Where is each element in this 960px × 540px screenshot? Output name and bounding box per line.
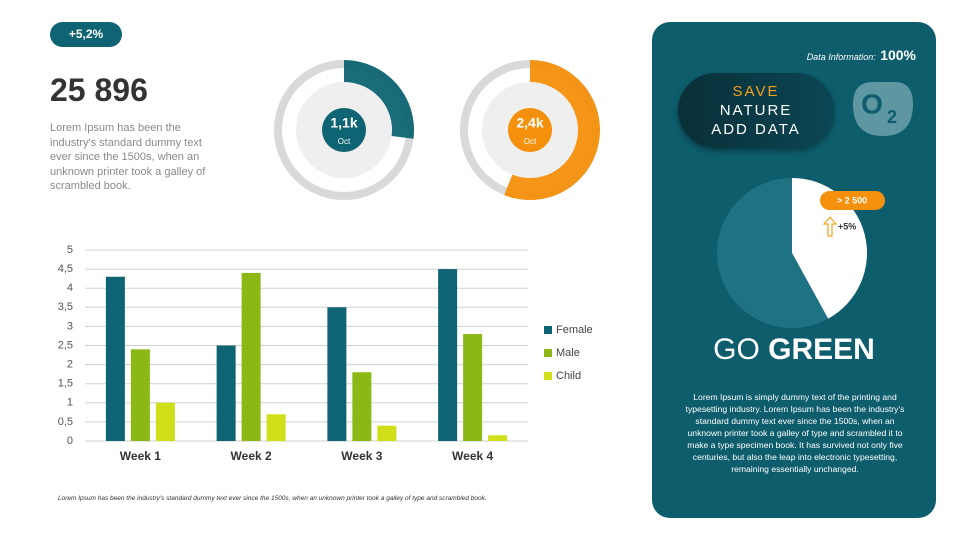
bar xyxy=(130,349,150,441)
o2-icon xyxy=(853,82,913,136)
panel-body: Lorem Ipsum is simply dummy text of the … xyxy=(685,392,905,474)
y-tick-label: 2,5 xyxy=(58,339,73,351)
x-tick-label: Week 3 xyxy=(341,449,382,463)
button-line: ADD DATA xyxy=(711,121,801,138)
footnote: Lorem Ipsum has been the industry's stan… xyxy=(58,495,487,502)
y-tick-label: 0,5 xyxy=(58,416,73,428)
button-line: SAVE xyxy=(732,83,780,100)
y-tick-label: 1 xyxy=(67,397,73,409)
y-tick-label: 4 xyxy=(67,282,73,294)
info-value: 100% xyxy=(880,47,916,63)
bar xyxy=(488,435,508,441)
gauge-label: 1,1k xyxy=(330,115,357,131)
gauge-center xyxy=(322,108,366,152)
data-info: Data Information: 100% xyxy=(770,47,916,65)
x-tick-label: Week 1 xyxy=(120,449,161,463)
bar xyxy=(105,276,125,441)
y-tick-label: 1,5 xyxy=(58,378,73,390)
bar xyxy=(352,372,372,441)
up-arrow xyxy=(822,216,838,237)
gauge-center xyxy=(508,108,552,152)
gauge-sublabel: Oct xyxy=(524,137,537,146)
heading-light: GO xyxy=(713,333,760,366)
legend-swatch xyxy=(544,372,552,380)
pie-badge: > 2 500 xyxy=(837,195,867,205)
x-tick-label: Week 4 xyxy=(452,449,493,463)
bar xyxy=(216,345,236,441)
headline: 25 896 xyxy=(50,72,148,108)
bar xyxy=(155,402,175,441)
legend-label: Male xyxy=(556,347,580,359)
heading: GO GREEN xyxy=(652,333,936,367)
bar xyxy=(377,425,397,441)
y-tick-label: 3,5 xyxy=(58,301,73,313)
y-tick-label: 4,5 xyxy=(58,263,73,275)
heading-bold: GREEN xyxy=(768,333,875,366)
gauge-arc xyxy=(344,60,415,139)
legend-label: Female xyxy=(556,324,593,336)
bar xyxy=(327,307,347,441)
x-tick-label: Week 2 xyxy=(231,449,272,463)
legend-swatch xyxy=(544,349,552,357)
pie-badge-bg xyxy=(820,191,885,210)
badge: +5,2% xyxy=(50,22,122,47)
bar xyxy=(463,334,483,441)
y-tick-label: 3 xyxy=(67,320,73,332)
gauge-sublabel: Oct xyxy=(338,137,351,146)
icon-o: O xyxy=(861,88,883,119)
bar xyxy=(438,269,458,441)
pie-change: +5% xyxy=(838,221,856,231)
y-tick-label: 0 xyxy=(67,435,73,447)
button-line: NATURE xyxy=(719,102,793,119)
bar xyxy=(241,272,261,441)
y-tick-label: 5 xyxy=(67,244,73,256)
legend-swatch xyxy=(544,326,552,334)
info-label: Data Information: xyxy=(806,52,876,62)
y-tick-label: 2 xyxy=(67,359,73,371)
gauge-label: 2,4k xyxy=(516,115,543,131)
icon-sub: 2 xyxy=(887,107,897,127)
intro-text: Lorem Ipsum has been the industry's stan… xyxy=(50,122,206,192)
legend-label: Child xyxy=(556,370,581,382)
bar xyxy=(266,414,286,441)
pie-slice xyxy=(716,178,829,328)
pie-slice xyxy=(792,178,867,319)
gauge-arc xyxy=(504,60,600,201)
save-button[interactable]: SAVE NATURE ADD DATA xyxy=(678,73,834,148)
